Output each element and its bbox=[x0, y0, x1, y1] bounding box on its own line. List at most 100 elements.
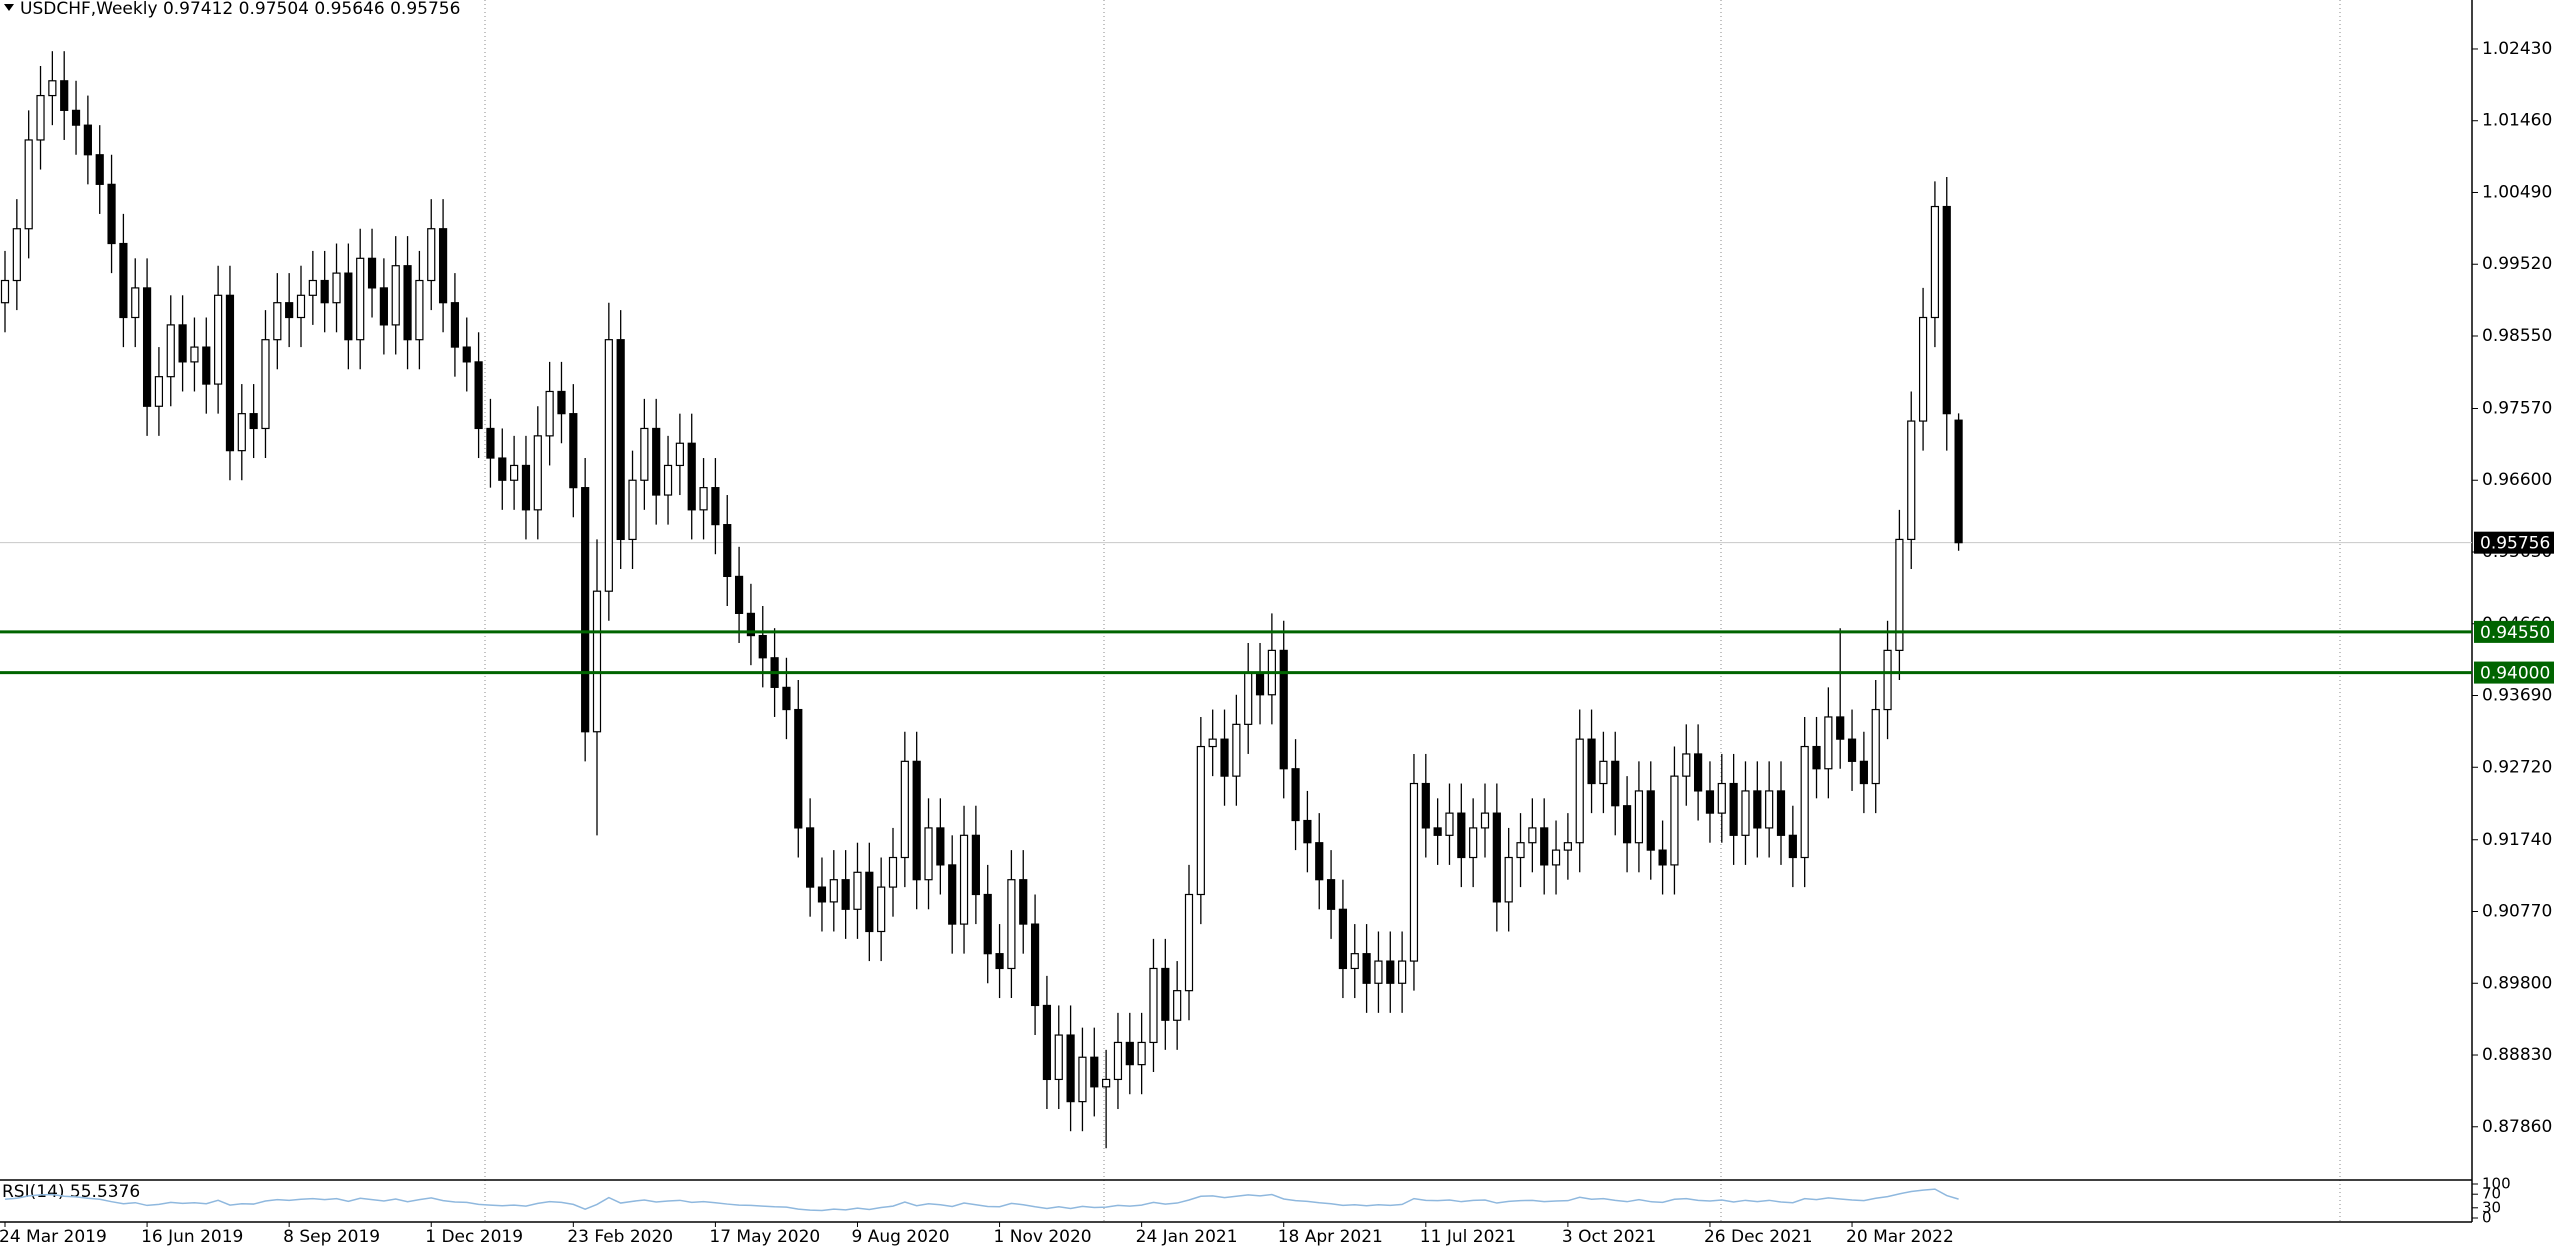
candle-body bbox=[403, 265, 412, 341]
candle-body bbox=[1030, 923, 1040, 1007]
candle-body bbox=[119, 242, 128, 319]
candle-body bbox=[1871, 708, 1880, 785]
candle-body bbox=[95, 154, 104, 185]
level-label-box bbox=[2474, 661, 2554, 684]
candle-body bbox=[83, 124, 92, 156]
y-tick-label: 0.89800 bbox=[2482, 973, 2552, 993]
candle-body bbox=[936, 827, 945, 866]
y-tick-label: 0.88830 bbox=[2482, 1045, 2552, 1065]
candle-body bbox=[1753, 790, 1762, 829]
y-tick-label: 0.91740 bbox=[2482, 830, 2552, 850]
y-tick-label: 30 bbox=[2482, 1198, 2501, 1216]
candle-body bbox=[237, 413, 246, 452]
candle-body bbox=[427, 228, 436, 282]
candle-body bbox=[60, 80, 69, 111]
y-tick-label: 0.98550 bbox=[2482, 326, 2552, 346]
candle-body bbox=[1895, 538, 1904, 651]
candle-body bbox=[734, 575, 744, 614]
candle-body bbox=[1599, 760, 1608, 785]
candle-body bbox=[1942, 205, 1951, 415]
x-tick-label: 26 Dec 2021 bbox=[1704, 1227, 1813, 1246]
y-tick-label: 0.92720 bbox=[2482, 757, 2552, 777]
candle-body bbox=[1504, 856, 1513, 903]
candle-body bbox=[1480, 812, 1490, 829]
x-tick-label: 18 Apr 2021 bbox=[1278, 1227, 1383, 1246]
candle-body bbox=[569, 413, 578, 489]
candle-body bbox=[1646, 790, 1655, 851]
x-tick-label: 1 Dec 2019 bbox=[425, 1227, 523, 1246]
rsi-line bbox=[4, 1188, 1959, 1212]
candle-body bbox=[1918, 316, 1928, 422]
candle-body bbox=[320, 279, 329, 304]
candle-body bbox=[1232, 723, 1241, 777]
x-tick-label: 23 Feb 2020 bbox=[567, 1227, 673, 1246]
candle-body bbox=[0, 279, 10, 304]
candle-body bbox=[1433, 827, 1442, 836]
x-tick-label: 24 Jan 2021 bbox=[1136, 1227, 1238, 1246]
candle-body bbox=[1338, 908, 1348, 970]
candle-body bbox=[817, 886, 827, 903]
candle-body bbox=[415, 279, 424, 341]
candle-body bbox=[1540, 827, 1549, 866]
candle-body bbox=[24, 139, 33, 230]
candle-body bbox=[1457, 812, 1466, 859]
candle-body bbox=[166, 324, 175, 378]
candle-body bbox=[1883, 649, 1892, 711]
candle-body bbox=[1717, 782, 1726, 814]
candle-body bbox=[249, 413, 258, 430]
x-tick-label: 3 Oct 2021 bbox=[1562, 1227, 1656, 1246]
candle-body bbox=[1042, 1004, 1052, 1081]
candle-body bbox=[308, 279, 317, 296]
candle-body bbox=[1812, 745, 1821, 770]
candle-body bbox=[1954, 419, 1963, 544]
candle-body bbox=[581, 487, 590, 733]
candle-body bbox=[1670, 775, 1679, 866]
candle-body bbox=[225, 294, 235, 452]
candle-body bbox=[142, 287, 152, 407]
candle-body bbox=[1019, 879, 1028, 925]
y-tick-label: 1.02430 bbox=[2482, 39, 2552, 59]
candle-body bbox=[971, 834, 980, 896]
candle-body bbox=[1859, 760, 1868, 785]
candle-body bbox=[1350, 953, 1359, 970]
candle-body bbox=[1102, 1078, 1111, 1088]
candle-body bbox=[1173, 990, 1182, 1021]
candle-body bbox=[1694, 753, 1703, 792]
candle-body bbox=[983, 893, 992, 955]
candle-body bbox=[1776, 790, 1786, 836]
candle-body bbox=[687, 442, 696, 511]
candle-body bbox=[379, 287, 388, 326]
indicator-title: RSI(14) 55.5376 bbox=[2, 1182, 140, 1202]
y-tick-label: 0.93690 bbox=[2482, 686, 2552, 706]
candle-body bbox=[1741, 790, 1750, 836]
candle-body bbox=[746, 612, 756, 637]
candle-body bbox=[510, 464, 519, 481]
candle-body bbox=[900, 760, 909, 859]
candle-body bbox=[604, 339, 613, 592]
candle-body bbox=[1315, 842, 1324, 881]
candle-body bbox=[48, 80, 57, 97]
candle-body bbox=[1658, 849, 1667, 866]
last-price-label: 0.95756 bbox=[2480, 534, 2550, 554]
candle-body bbox=[1551, 849, 1561, 866]
candle-body bbox=[214, 294, 223, 385]
candle-body bbox=[474, 361, 483, 430]
candle-body bbox=[1788, 834, 1797, 859]
candle-body bbox=[1469, 827, 1478, 859]
candle-body bbox=[1362, 953, 1371, 984]
candle-body bbox=[1836, 716, 1845, 740]
level-label: 0.94000 bbox=[2480, 664, 2550, 684]
candle-body bbox=[1682, 753, 1691, 777]
candle-body bbox=[592, 590, 602, 733]
y-tick-label: 0 bbox=[2482, 1209, 2492, 1227]
candle-body bbox=[1291, 768, 1300, 822]
y-tick-label: 100 bbox=[2482, 1175, 2511, 1193]
candle-body bbox=[533, 435, 542, 511]
candle-body bbox=[356, 257, 365, 341]
candle-body bbox=[1587, 738, 1596, 785]
candle-body bbox=[1516, 842, 1525, 859]
candle-body bbox=[1445, 812, 1454, 836]
y-tick-label: 0.87860 bbox=[2482, 1117, 2552, 1137]
chart-header: USDCHF,Weekly 0.97412 0.97504 0.95646 0.… bbox=[20, 0, 460, 19]
